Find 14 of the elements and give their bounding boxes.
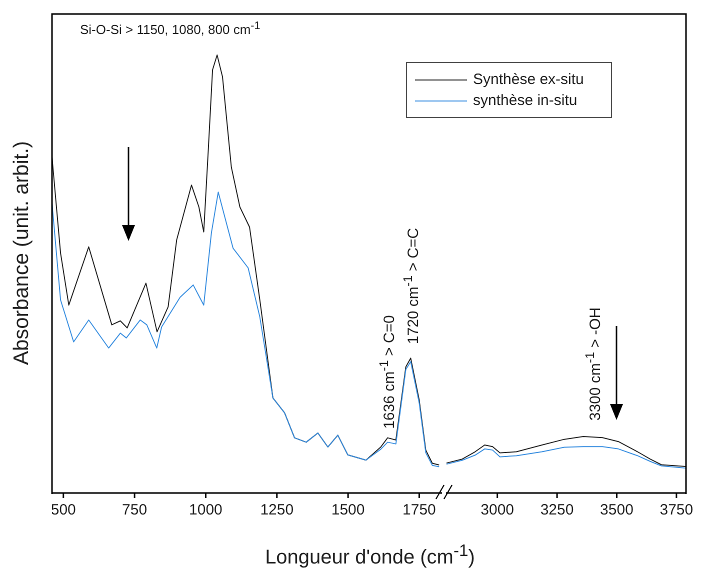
x-tick-label: 1250 <box>260 502 294 519</box>
x-tick-label: 3750 <box>660 502 694 519</box>
x-axis-title: Longueur d'onde (cm$^{-1}$) <box>265 540 475 571</box>
x-tick-label: 1750 <box>402 502 436 519</box>
legend-label: Synthèse ex-situ <box>473 71 584 88</box>
x-tick-label: 750 <box>122 502 148 519</box>
legend-label: synthèse in-situ <box>473 92 578 109</box>
x-tick-label: 3250 <box>540 502 574 519</box>
x-tick-label: 3500 <box>600 502 634 519</box>
x-tick-label: 1500 <box>331 502 365 519</box>
y-axis-title: Absorbance (unit. arbit.) <box>10 140 34 366</box>
x-tick-label: 1000 <box>189 502 222 519</box>
text: Si-O-Si > 1150, 1080, 800 cm$^{-1}$ <box>80 18 260 38</box>
x-tick-label: 3000 <box>480 502 514 519</box>
